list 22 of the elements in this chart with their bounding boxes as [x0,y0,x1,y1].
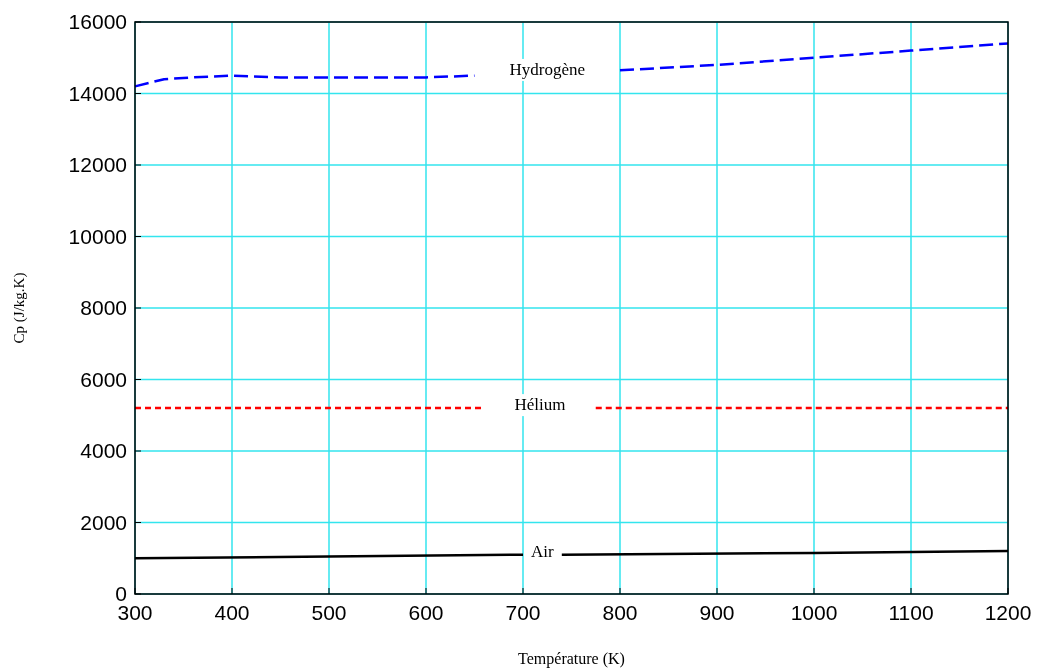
series-label: Air [531,541,555,561]
x-tick-label: 800 [602,601,638,624]
y-axis-title: Cp (J/kg.K) [11,272,28,344]
x-tick-label: 1100 [888,601,934,624]
y-tick-label: 12000 [68,153,127,176]
y-tick-label: 10000 [68,224,127,248]
y-tick-label: 16000 [68,10,127,33]
y-tick-label: 8000 [80,296,127,319]
series-label: Hélium [514,395,566,415]
x-tick-label: 500 [311,601,347,624]
y-tick-label: 2000 [80,510,127,534]
x-tick-label: 700 [505,601,541,624]
y-tick-label: 6000 [80,367,127,391]
text: Hydrogène [509,59,586,79]
y-tick-label: 4000 [80,439,127,462]
y-tick-label: 14000 [68,81,127,105]
x-axis-title: Température (K) [518,650,625,668]
x-tick-label: 900 [699,601,735,624]
x-tick-label: 1000 [790,601,838,624]
x-tick-label: 400 [214,601,250,624]
x-tick-label: 600 [408,601,444,624]
x-tick-label: 1200 [984,601,1032,624]
